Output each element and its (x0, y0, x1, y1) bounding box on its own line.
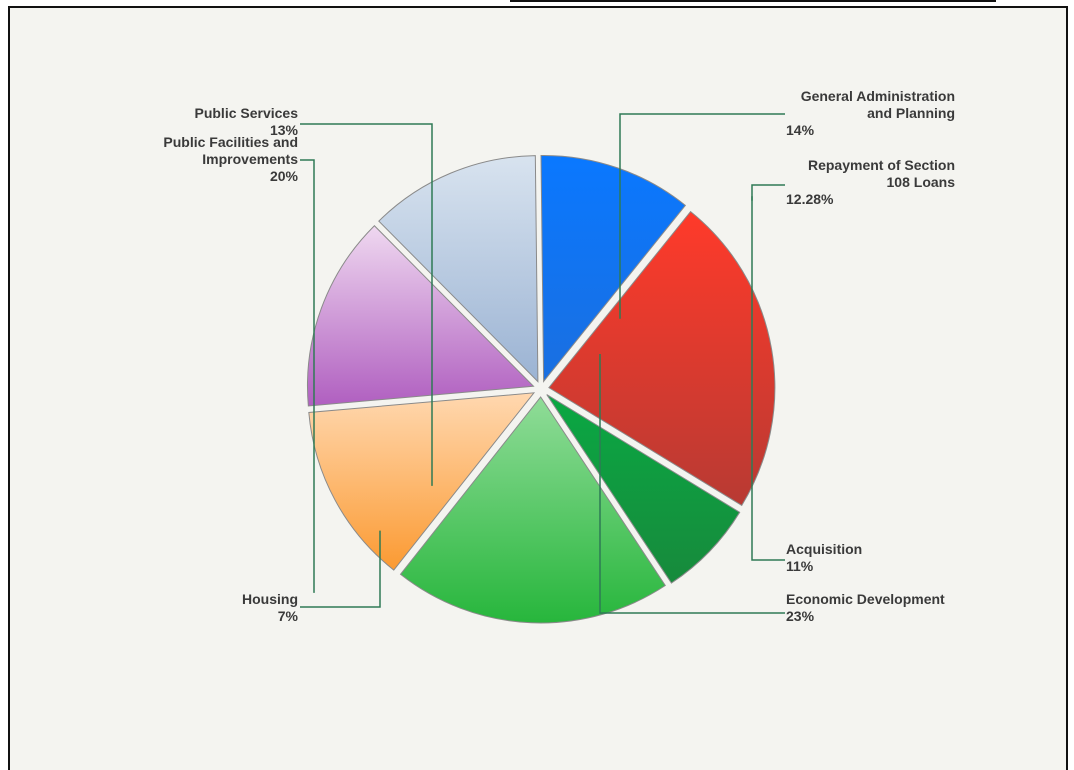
slice-label: and Planning (867, 105, 955, 121)
slice-percent-label: 11% (786, 558, 814, 574)
slice-label: Housing (242, 591, 298, 607)
top-rule (510, 0, 996, 2)
slice-label: Public Services (194, 105, 298, 121)
leader-line (300, 123, 433, 486)
pie-slice-public-services (308, 392, 536, 571)
slice-percent-label: 20% (270, 168, 299, 184)
slice-percent-label: 12.28% (786, 191, 834, 207)
leader-line (300, 530, 381, 608)
pie-slice-public-facilities-and-improvements (399, 396, 666, 624)
slice-label: General Administration (801, 88, 955, 104)
slice-label: Improvements (202, 151, 298, 167)
leader-lines (300, 113, 785, 614)
slice-label: Acquisition (786, 541, 862, 557)
pie-slice-economic-development (548, 210, 776, 507)
slice-percent-label: 23% (786, 608, 815, 624)
slice-label: Economic Development (786, 591, 945, 607)
pie-slice-acquisition (540, 154, 687, 383)
slice-percent-label: 7% (278, 608, 299, 624)
pie-slice-repayment-of-section-108-loans (378, 155, 539, 383)
pie-slice-housing (546, 394, 741, 584)
slice-label: 108 Loans (887, 174, 956, 190)
pie-slice-general-administration-and-planning (307, 225, 535, 407)
leader-line (619, 113, 785, 319)
chart-frame (8, 6, 1068, 770)
slice-label: Public Facilities and (163, 134, 298, 150)
slice-percent-label: 13% (270, 122, 299, 138)
leader-line (751, 196, 785, 561)
leader-line (751, 184, 785, 201)
leader-line (599, 353, 785, 614)
leader-line (300, 159, 315, 593)
slice-percent-label: 14% (786, 122, 815, 138)
slice-label: Repayment of Section (808, 157, 955, 173)
pie-slices (307, 154, 776, 624)
